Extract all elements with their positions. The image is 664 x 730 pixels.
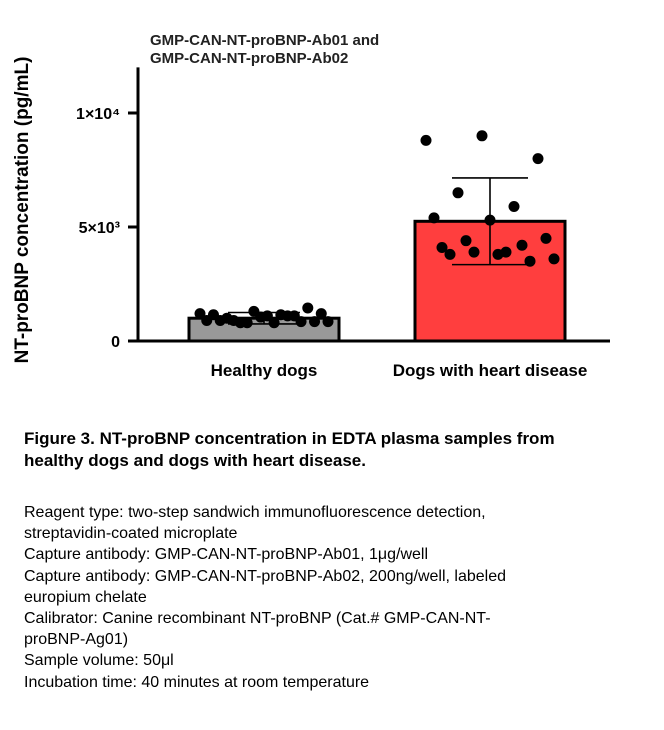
detail-line: europium chelate [24, 588, 147, 606]
data-point [428, 212, 440, 224]
y-axis-label: NT-proBNP concentration (pg/mL) [12, 57, 33, 364]
detail-line: Capture antibody: GMP-CAN-NT-proBNP-Ab01… [24, 546, 429, 564]
data-point [484, 214, 496, 226]
detail-item: Reagent type: two-step sandwich immunofl… [24, 502, 644, 544]
chart-title: GMP-CAN-NT-proBNP-Ab01 andGMP-CAN-NT-pro… [150, 32, 379, 67]
figure-caption-line: healthy dogs and dogs with heart disease… [24, 451, 366, 470]
chart-title-line: GMP-CAN-NT-proBNP-Ab01 and [150, 32, 379, 49]
bar-chart: GMP-CAN-NT-proBNP-Ab01 andGMP-CAN-NT-pro… [12, 32, 610, 380]
data-point [532, 153, 544, 165]
data-point [524, 255, 536, 267]
data-point [476, 130, 488, 142]
data-point [261, 310, 273, 322]
y-tick-label: 1×10⁴ [76, 106, 120, 123]
reagent-details-list: Reagent type: two-step sandwich immunofl… [24, 502, 644, 693]
detail-line: Sample volume: 50μl [24, 652, 174, 670]
data-point [436, 242, 448, 254]
data-point [322, 316, 334, 328]
data-point [468, 246, 480, 258]
data-point [295, 316, 307, 328]
y-tick-label: 5×10³ [79, 220, 120, 237]
data-point [234, 317, 246, 329]
detail-item: Capture antibody: GMP-CAN-NT-proBNP-Ab02… [24, 566, 644, 608]
data-point [309, 316, 321, 328]
detail-line: streptavidin-coated microplate [24, 525, 238, 543]
detail-line: Capture antibody: GMP-CAN-NT-proBNP-Ab02… [24, 567, 507, 585]
data-point [268, 317, 280, 329]
detail-line: Calibrator: Canine recombinant NT-proBNP… [24, 610, 491, 628]
data-point [540, 232, 552, 244]
detail-line: Incubation time: 40 minutes at room temp… [24, 673, 370, 691]
y-tick-label: 0 [111, 334, 120, 351]
data-point [194, 308, 206, 320]
detail-item: Calibrator: Canine recombinant NT-proBNP… [24, 608, 644, 650]
x-tick-labels: Healthy dogs Dogs with heart disease [211, 361, 588, 380]
data-point [508, 200, 520, 212]
data-point [500, 246, 512, 258]
data-point [452, 187, 464, 199]
figure-caption: Figure 3. NT-proBNP concentration in EDT… [24, 428, 654, 472]
data-point [460, 235, 472, 247]
data-point [420, 134, 432, 146]
detail-item: Capture antibody: GMP-CAN-NT-proBNP-Ab01… [24, 544, 644, 565]
y-axis-title: NT-proBNP concentration (pg/mL) [12, 57, 33, 364]
data-points [194, 130, 560, 329]
data-point [548, 253, 560, 265]
data-point [315, 308, 327, 320]
detail-line: Reagent type: two-step sandwich immunofl… [24, 504, 486, 521]
detail-line: proBNP-Ag01) [24, 631, 129, 649]
data-point [302, 302, 314, 314]
detail-item: Incubation time: 40 minutes at room temp… [24, 672, 644, 693]
data-point [516, 239, 528, 251]
x-tick-label: Healthy dogs [211, 361, 318, 380]
detail-item: Sample volume: 50μl [24, 650, 644, 671]
figure-caption-line: Figure 3. NT-proBNP concentration in EDT… [24, 429, 555, 448]
data-point [282, 310, 294, 322]
data-point [444, 248, 456, 260]
chart-title-line: GMP-CAN-NT-proBNP-Ab02 [150, 50, 348, 67]
x-tick-label: Dogs with heart disease [393, 361, 588, 380]
